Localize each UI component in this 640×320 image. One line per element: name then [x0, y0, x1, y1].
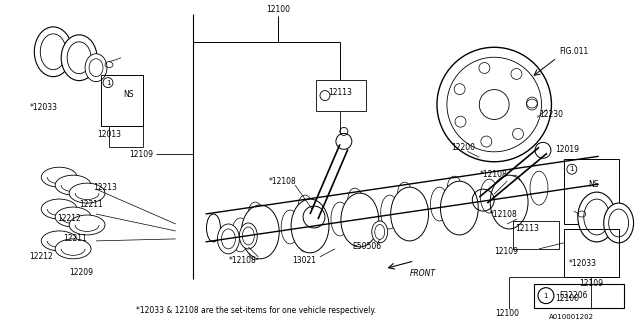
Ellipse shape	[85, 54, 107, 82]
Text: E50506: E50506	[352, 242, 381, 252]
Ellipse shape	[69, 215, 105, 235]
Text: *12033: *12033	[569, 259, 597, 268]
Text: 12109: 12109	[494, 247, 518, 256]
Ellipse shape	[248, 202, 262, 224]
Text: 1: 1	[570, 166, 574, 172]
Text: 12100: 12100	[266, 5, 290, 14]
Ellipse shape	[440, 181, 478, 235]
Text: 12013: 12013	[97, 130, 121, 139]
Text: 12113: 12113	[515, 224, 539, 234]
Text: A010001202: A010001202	[549, 314, 594, 320]
Text: 12213: 12213	[93, 183, 117, 192]
Ellipse shape	[431, 187, 449, 221]
Text: 12019: 12019	[555, 145, 579, 154]
Ellipse shape	[41, 199, 77, 219]
Bar	[513, 221, 559, 249]
Bar	[101, 75, 143, 126]
Ellipse shape	[281, 210, 299, 244]
Ellipse shape	[397, 182, 412, 204]
Text: 12230: 12230	[539, 110, 563, 119]
Ellipse shape	[61, 35, 97, 81]
Ellipse shape	[41, 167, 77, 187]
Ellipse shape	[232, 218, 250, 252]
Bar	[534, 284, 623, 308]
Ellipse shape	[490, 175, 528, 229]
Text: *12033 & 12108 are the set-items for one vehicle respectively.: *12033 & 12108 are the set-items for one…	[136, 306, 376, 315]
Text: 12211: 12211	[79, 200, 103, 209]
Ellipse shape	[248, 238, 262, 260]
Text: *12108: *12108	[479, 170, 507, 179]
Ellipse shape	[69, 183, 105, 203]
Text: 12113: 12113	[328, 88, 352, 97]
Text: NS: NS	[124, 90, 134, 99]
Text: *12108: *12108	[228, 256, 256, 265]
Text: 1: 1	[544, 293, 548, 299]
Ellipse shape	[239, 223, 257, 249]
Ellipse shape	[35, 27, 72, 77]
Text: 12209: 12209	[69, 268, 93, 277]
Ellipse shape	[578, 192, 616, 242]
Ellipse shape	[55, 175, 91, 195]
Ellipse shape	[218, 224, 239, 254]
Text: 12109: 12109	[129, 150, 153, 159]
Ellipse shape	[331, 202, 349, 236]
Ellipse shape	[291, 199, 329, 253]
Ellipse shape	[447, 210, 461, 232]
Ellipse shape	[55, 207, 91, 227]
Ellipse shape	[530, 171, 548, 205]
Ellipse shape	[406, 191, 424, 225]
Text: F32206: F32206	[559, 291, 588, 300]
Text: 12212: 12212	[57, 214, 81, 223]
Ellipse shape	[55, 239, 91, 259]
Ellipse shape	[207, 214, 220, 242]
Ellipse shape	[456, 183, 474, 217]
Ellipse shape	[256, 214, 274, 248]
Ellipse shape	[381, 195, 399, 229]
Bar	[316, 80, 366, 111]
Ellipse shape	[604, 203, 634, 243]
Ellipse shape	[348, 223, 362, 245]
Text: FIG.011: FIG.011	[559, 47, 588, 56]
Text: 12211: 12211	[63, 235, 87, 244]
Text: *12108: *12108	[489, 210, 517, 219]
Ellipse shape	[356, 198, 374, 232]
Text: NS: NS	[589, 180, 599, 189]
Text: 12100: 12100	[495, 309, 519, 318]
Ellipse shape	[298, 230, 312, 252]
Text: 12212: 12212	[29, 252, 53, 261]
Ellipse shape	[241, 205, 279, 259]
Ellipse shape	[447, 176, 461, 198]
Ellipse shape	[341, 193, 379, 247]
Ellipse shape	[397, 216, 412, 238]
Text: *12108: *12108	[268, 177, 296, 186]
Ellipse shape	[298, 195, 312, 217]
Text: 12200: 12200	[451, 143, 476, 152]
Bar	[564, 229, 619, 277]
Ellipse shape	[306, 206, 324, 240]
Text: 13021: 13021	[292, 256, 316, 265]
Ellipse shape	[480, 179, 498, 213]
Ellipse shape	[390, 187, 429, 241]
Bar	[564, 159, 619, 224]
Text: *12033: *12033	[29, 103, 58, 112]
Text: 12100: 12100	[555, 294, 579, 303]
Ellipse shape	[505, 175, 523, 209]
Ellipse shape	[372, 221, 388, 243]
Ellipse shape	[41, 231, 77, 251]
Text: 1: 1	[106, 80, 110, 86]
Ellipse shape	[437, 47, 552, 162]
Text: 12109: 12109	[579, 279, 603, 288]
Ellipse shape	[348, 188, 362, 210]
Text: FRONT: FRONT	[410, 269, 436, 278]
